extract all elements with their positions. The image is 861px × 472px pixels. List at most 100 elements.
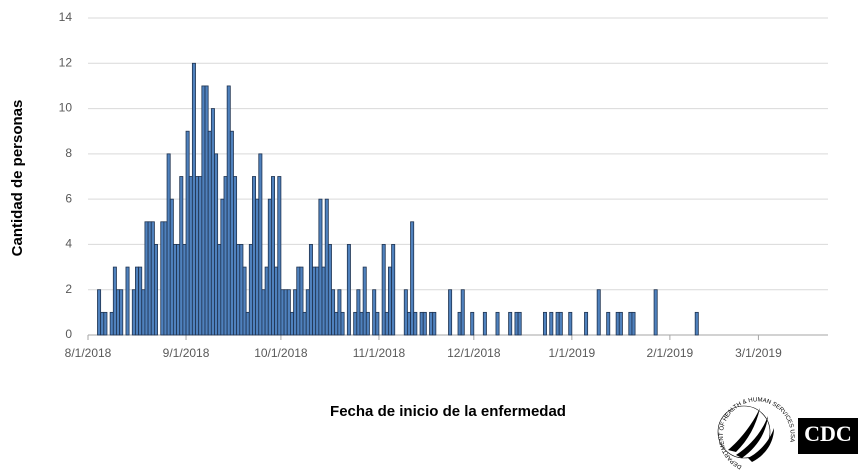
bar — [353, 311, 358, 336]
bar — [172, 244, 177, 336]
bar — [160, 221, 165, 336]
hhs-ring — [717, 405, 771, 459]
bar — [628, 311, 633, 336]
bar — [365, 311, 370, 336]
bar — [195, 176, 200, 336]
bar — [381, 244, 386, 336]
bar — [233, 176, 238, 336]
bar — [169, 198, 174, 336]
bar — [302, 311, 307, 336]
y-axis-title: Cantidad de personas — [9, 100, 26, 257]
bar — [188, 176, 193, 336]
bar — [147, 221, 152, 336]
bar — [346, 244, 351, 336]
bar — [606, 311, 611, 336]
bar — [517, 311, 522, 336]
bar — [242, 266, 247, 336]
bar — [584, 311, 589, 336]
bar — [239, 244, 244, 336]
bar — [236, 244, 241, 336]
x-tick-label: 11/1/2018 — [353, 346, 406, 360]
bar — [166, 153, 171, 336]
y-tick-label: 6 — [65, 191, 72, 205]
bar — [207, 130, 212, 336]
bar — [482, 311, 487, 336]
bar — [283, 289, 288, 336]
x-tick-label: 1/1/2019 — [548, 346, 595, 360]
bar — [321, 266, 326, 336]
bar — [293, 289, 298, 336]
bar — [201, 85, 206, 336]
bar — [429, 311, 434, 336]
x-tick-label: 8/1/2018 — [65, 346, 112, 360]
bar — [372, 289, 377, 336]
bar — [245, 311, 250, 336]
bar — [179, 176, 184, 336]
bar — [324, 198, 329, 336]
bar — [432, 311, 437, 336]
bar — [204, 85, 209, 336]
bar — [119, 289, 124, 336]
y-tick-label: 14 — [59, 10, 73, 24]
bar — [413, 311, 418, 336]
bar — [274, 266, 279, 336]
bar — [337, 289, 342, 336]
y-tick-label: 10 — [59, 101, 73, 115]
bar — [150, 221, 155, 336]
bar — [340, 311, 345, 336]
bar — [100, 311, 105, 336]
bar — [280, 289, 285, 336]
hhs-logo: DEPARTMENT OF HEALTH & HUMAN SERVICES US… — [717, 397, 795, 470]
bar — [305, 289, 310, 336]
bar — [299, 266, 304, 336]
y-tick-label: 0 — [65, 327, 72, 341]
bar — [198, 176, 203, 336]
bar — [327, 244, 332, 336]
bar — [252, 176, 257, 336]
bar — [514, 311, 519, 336]
bar — [318, 198, 323, 336]
bar — [312, 266, 317, 336]
bar — [248, 244, 253, 336]
bar — [182, 244, 187, 336]
bar — [264, 266, 269, 336]
bar — [694, 311, 699, 336]
bar — [229, 130, 234, 336]
bar — [255, 198, 260, 336]
bar — [334, 311, 339, 336]
bar — [391, 244, 396, 336]
bar — [422, 311, 427, 336]
bar — [271, 176, 275, 336]
bar — [141, 289, 146, 336]
x-tick-label: 2/1/2019 — [647, 346, 694, 360]
bar — [384, 311, 389, 336]
bar — [131, 289, 136, 336]
y-tick-label: 8 — [65, 146, 72, 160]
x-tick-label: 12/1/2018 — [447, 346, 501, 360]
bar — [223, 176, 228, 336]
bar — [558, 311, 563, 336]
bar — [210, 108, 215, 336]
bar — [286, 289, 291, 336]
bar — [549, 311, 554, 336]
bar — [631, 311, 636, 336]
bar — [375, 311, 380, 336]
bar — [495, 311, 500, 336]
bar — [103, 311, 108, 336]
bar — [191, 62, 196, 336]
bar — [112, 266, 117, 336]
bar — [289, 311, 294, 336]
cdc-logo: CDC — [798, 418, 858, 454]
bar — [362, 266, 367, 336]
hhs-eagle — [728, 408, 774, 462]
bar — [596, 289, 601, 336]
bar — [653, 289, 658, 336]
bar — [568, 311, 573, 336]
bar — [356, 289, 361, 336]
bar — [470, 311, 475, 336]
cdc-text: CDC — [804, 421, 852, 446]
bar — [296, 266, 301, 336]
bar — [163, 221, 168, 336]
bar — [615, 311, 620, 336]
